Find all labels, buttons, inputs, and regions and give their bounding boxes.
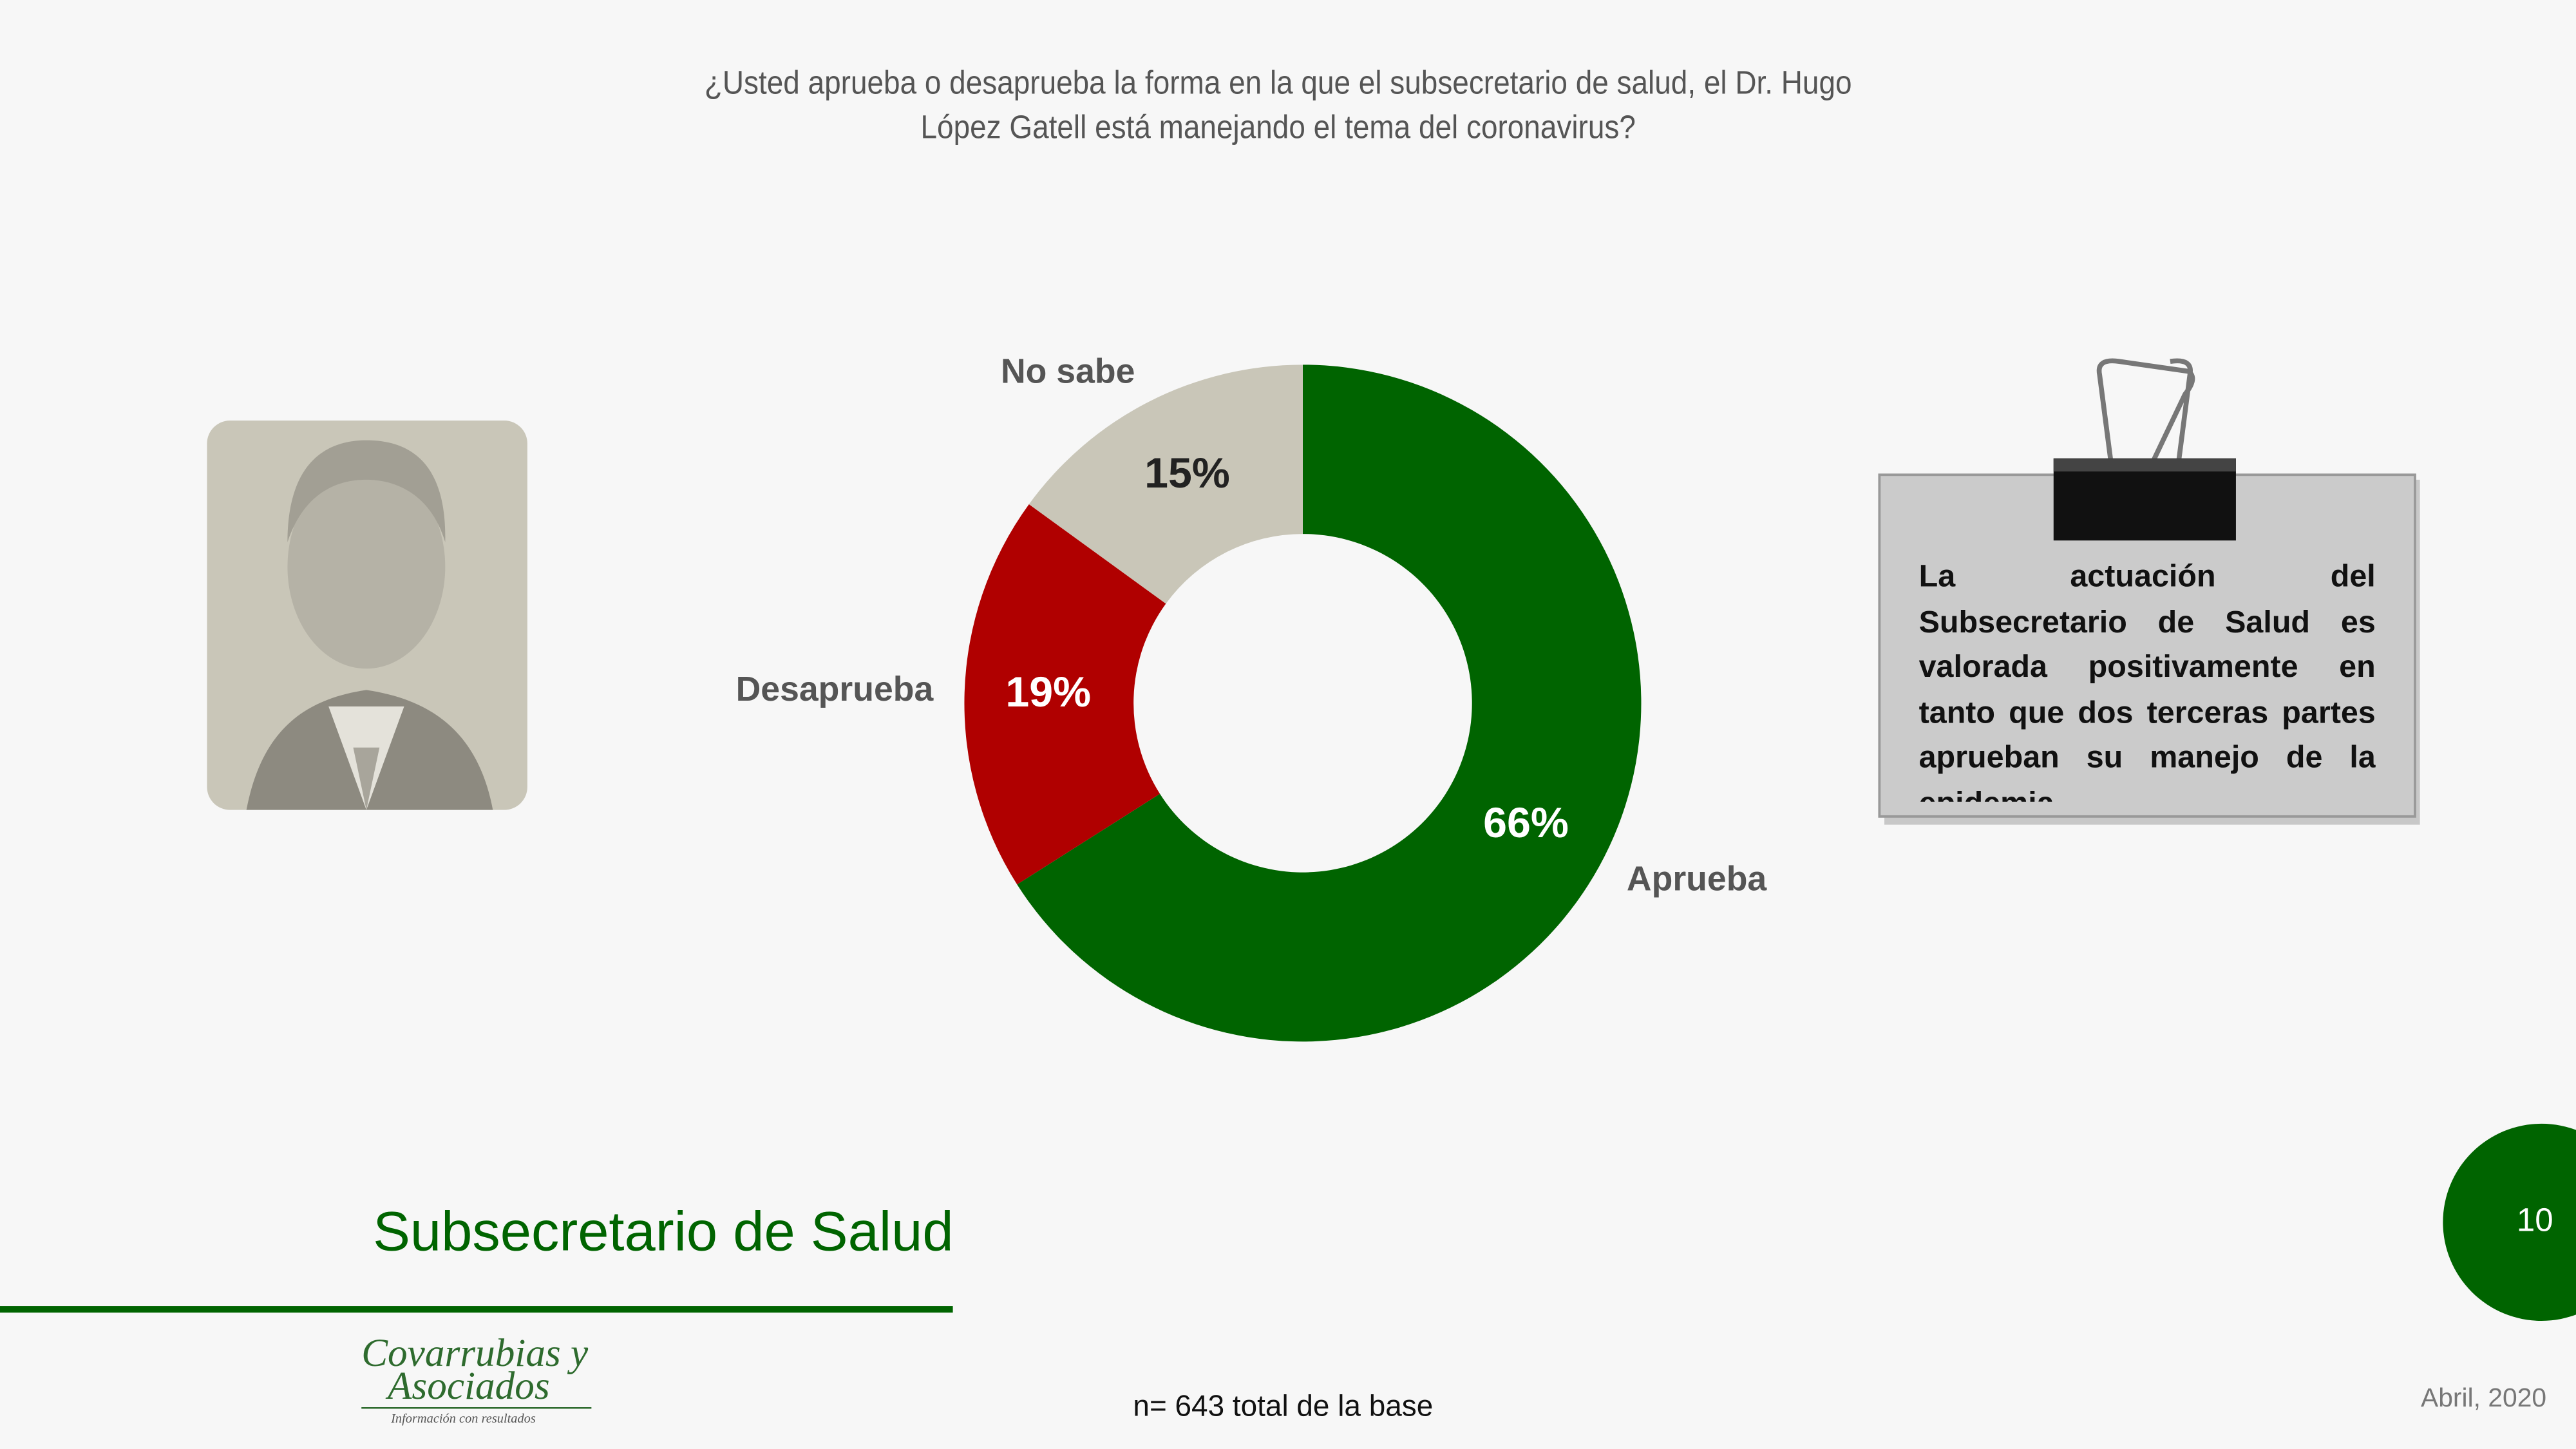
logo-line1: Covarrubias y xyxy=(361,1331,589,1375)
footnote: n= 643 total de la base xyxy=(1133,1388,1433,1422)
category-label: No sabe xyxy=(1001,353,1135,391)
category-label: Desaprueba xyxy=(736,670,934,708)
donut-segment xyxy=(964,504,1166,885)
section-title: Subsecretario de Salud xyxy=(373,1200,953,1262)
page-badge xyxy=(2443,1123,2576,1321)
page-number: 10 xyxy=(2517,1201,2553,1238)
donut-segment xyxy=(1017,365,1642,1042)
photo xyxy=(207,421,527,810)
logo-line2: Asociados xyxy=(385,1364,550,1408)
value-label: 15% xyxy=(1144,450,1230,497)
divider xyxy=(0,1306,953,1313)
callout xyxy=(1878,358,2420,825)
value-label: 66% xyxy=(1483,799,1569,847)
chart-title: ¿Usted aprueba o desaprueba la forma en … xyxy=(704,66,1852,147)
callout-text: La actuación del Subsecretario de Salud … xyxy=(1918,560,2376,802)
category-label: Aprueba xyxy=(1627,860,1767,898)
logo: Covarrubias y Asociados Información con … xyxy=(361,1331,592,1426)
date: Abril, 2020 xyxy=(2421,1383,2546,1412)
donut-segment xyxy=(1028,365,1303,604)
donut-chart: 66% Aprueba 19% Desaprueba 15% No sabe xyxy=(736,353,1767,1042)
logo-tagline: Información con resultados xyxy=(390,1412,536,1426)
callout-box: La actuación del Subsecretario de Salud … xyxy=(1918,560,2376,802)
value-label: 19% xyxy=(1005,668,1091,716)
title-box: ¿Usted aprueba o desaprueba la forma en … xyxy=(704,66,1852,147)
